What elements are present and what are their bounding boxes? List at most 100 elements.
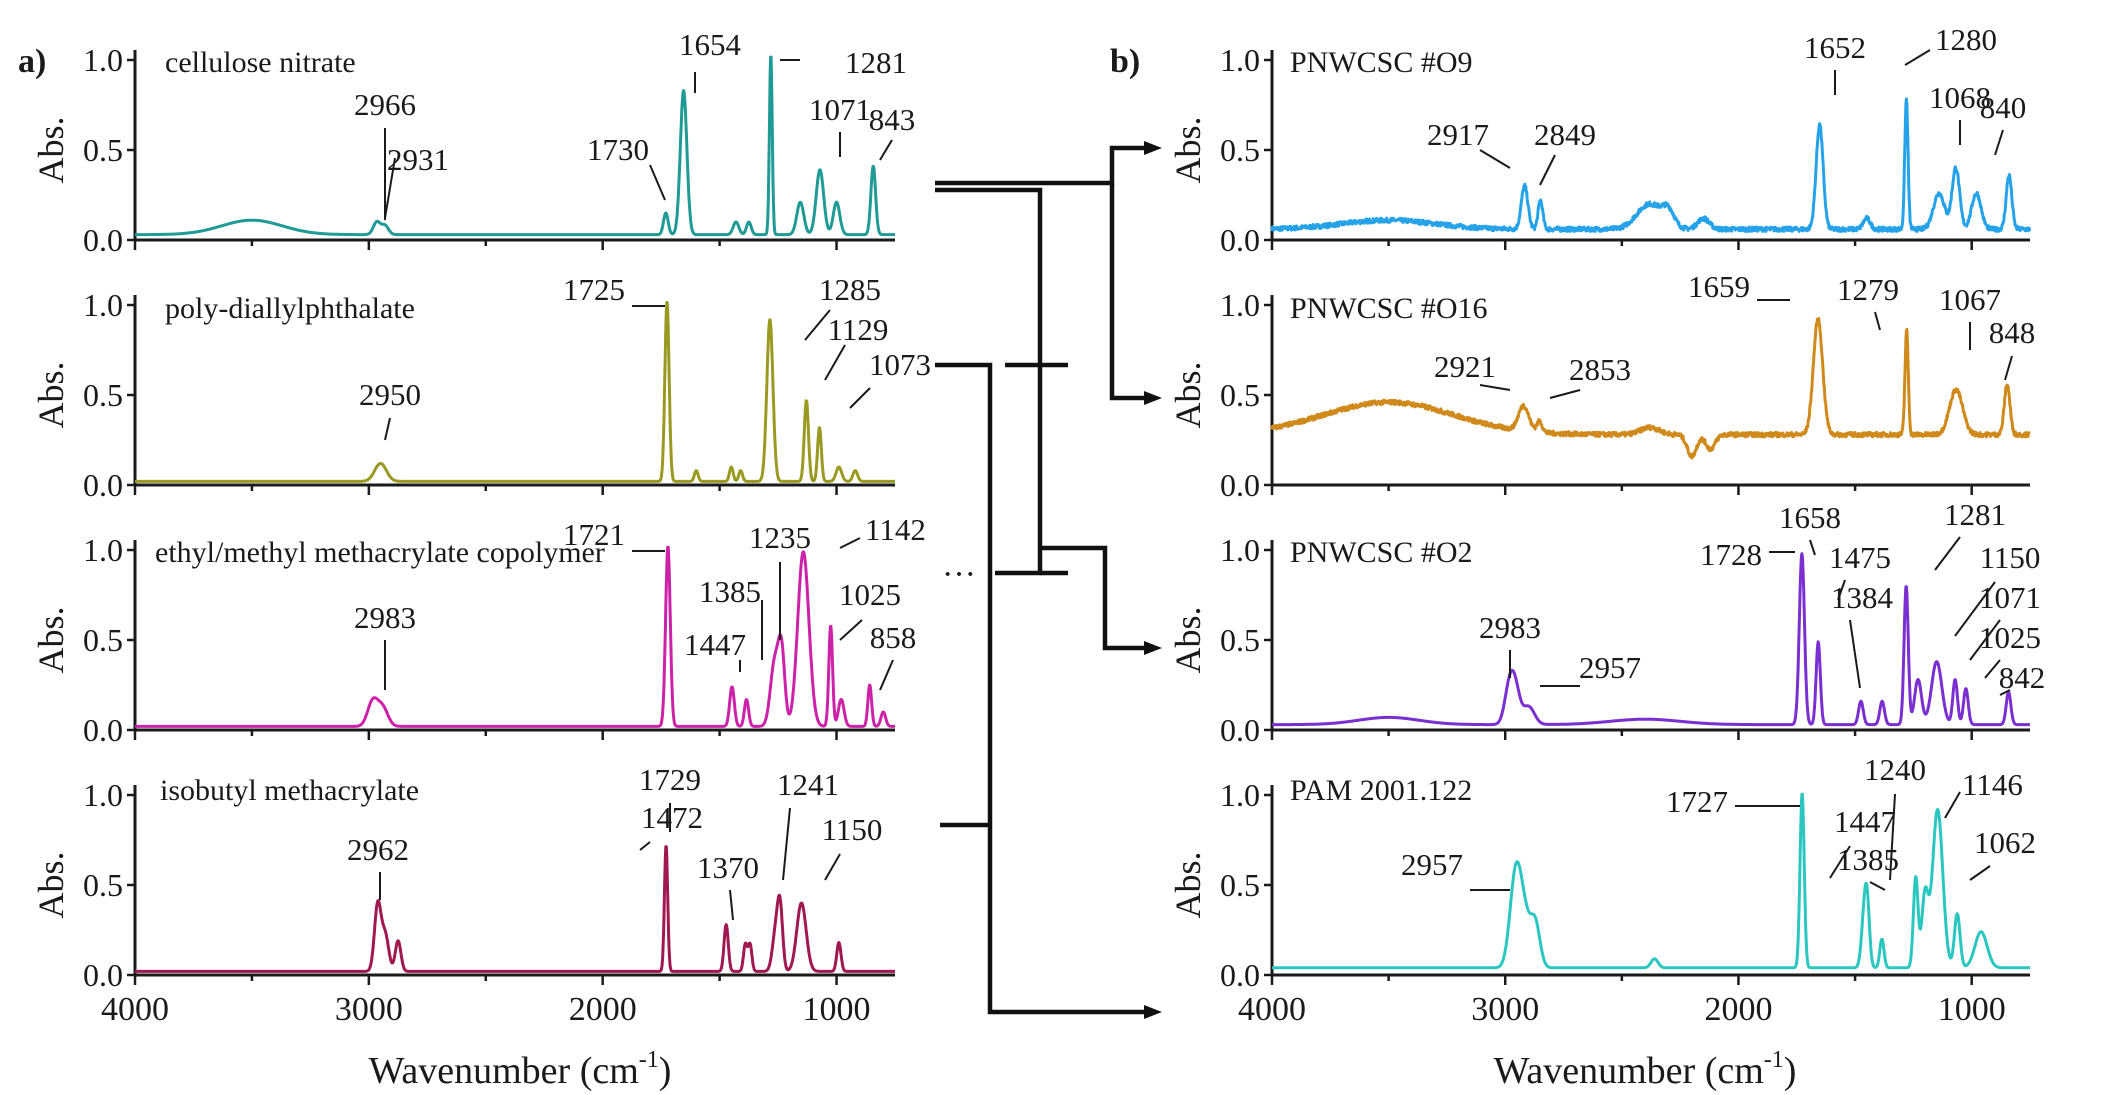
peak-label: 840 [1980,90,2027,125]
panel-label-a: a) [18,43,46,80]
peak-leader-line [824,344,846,381]
peak-label: 2917 [1427,117,1489,152]
peak-label: 2983 [1479,610,1541,645]
spectrum-line [134,55,896,237]
peak-label: 1025 [839,577,901,612]
peak-label: 1447 [684,627,746,662]
y-tick-label: 0.0 [1220,712,1260,748]
peak-label: 1654 [679,27,742,62]
y-tick-label: 0.5 [1220,622,1260,658]
peak-label: 1280 [1935,22,1997,57]
peak-label: 1729 [639,762,701,797]
peak-leader-line [879,659,894,691]
y-tick-label: 0.0 [1220,222,1260,258]
connector-line-1 [935,145,1148,186]
y-axis-title: Abs. [1168,116,1208,183]
peak-label: 2962 [347,832,409,867]
spectrum-line [1271,792,2031,970]
connector-arrowhead-3 [1144,1005,1162,1019]
peak-label: 2983 [354,600,416,635]
peak-leader-line [1829,845,1851,879]
peak-leader-line [384,157,396,219]
spectrum-line [134,545,896,728]
peak-leader-line [1837,579,1846,601]
peak-leader-line [839,537,861,549]
x-tick-label: 4000 [1238,991,1306,1028]
peak-label: 1658 [1779,500,1841,535]
spectrum-title: PNWCSC #O16 [1290,292,1488,325]
peak-label: 1727 [1666,784,1728,819]
peak-leader-line [824,853,841,881]
peak-leader-line [1539,154,1556,186]
peak-label: 1385 [1837,842,1899,877]
peak-label: 1384 [1831,580,1894,615]
connector-arrows [935,141,1162,1019]
peak-label: 2849 [1534,117,1596,152]
connector-line-8 [1040,545,1148,651]
peak-label: 2931 [387,142,449,177]
y-tick-label: 1.0 [83,287,123,323]
plots-layer: 0.0 0.5 1.0 Abs. cellulose nitrate 2966 2931 17… [31,22,2045,1028]
peak-label: 848 [1989,315,2036,350]
peak-label: 1385 [699,574,761,609]
spectrum-title: PAM 2001.122 [1290,774,1472,807]
connector-line-2 [935,187,1043,576]
spectrum-title: ethyl/methyl methacrylate copolymer [155,536,605,569]
peak-label: 1281 [845,45,907,80]
connector-line-3 [935,362,1146,1015]
spectrum-title: isobutyl methacrylate [160,774,419,807]
peak-label: 858 [870,620,917,655]
peak-label: 2957 [1579,650,1641,685]
peak-leader-line [782,807,791,881]
peak-leader-line [1479,149,1511,169]
y-tick-label: 1.0 [83,777,123,813]
y-axis-title: Abs. [1168,361,1208,428]
spectrum-line [134,301,896,483]
peak-label: 1150 [822,812,883,847]
peak-label: 2921 [1434,349,1496,384]
y-tick-label: 0.0 [1220,467,1260,503]
peak-label: 1241 [777,767,839,802]
connector-arrowhead-7 [1144,391,1162,405]
y-tick-label: 0.5 [1220,867,1260,903]
spectrum-chart-1: 0.0 0.5 1.0 Abs. cellulose nitrate 2966 2931 17… [31,27,915,258]
peak-label: 2853 [1569,352,1631,387]
peak-label: 1447 [1834,804,1896,839]
peak-leader-line [804,309,831,341]
peak-leader-line [1969,619,2001,661]
x-axis-title-b: Wavenumber (cm-1) [1494,1047,1797,1092]
peak-label: 1025 [1979,620,2041,655]
y-axis-title: Abs. [31,116,71,183]
spectrum-chart-8: 0.0 0.5 1.0 4000 3000 2000 1000 Abs. PAM 2001.12… [1168,752,2036,1028]
y-tick-label: 0.5 [83,377,123,413]
x-tick-label: 3000 [1471,991,1539,1028]
y-tick-label: 0.0 [83,957,123,993]
peak-label: 2957 [1401,847,1463,882]
peak-label: 1472 [641,800,703,835]
y-axis-title: Abs. [31,851,71,918]
spectrum-title: cellulose nitrate [165,46,356,79]
peak-label: 1067 [1939,282,2001,317]
peak-leader-line [1969,865,1991,881]
peak-leader-line [1984,659,2001,679]
peak-label: 1142 [865,512,926,547]
x-tick-label: 2000 [569,991,637,1028]
peak-label: 1725 [563,272,625,307]
peak-leader-line [1889,793,1896,881]
peak-label: 1730 [587,132,649,167]
peak-label: 1071 [809,92,871,127]
x-tick-label: 1000 [1938,991,2006,1028]
peak-leader-line [1999,689,2011,696]
y-tick-label: 1.0 [1220,287,1260,323]
peak-leader-line [1934,536,1961,571]
x-axis-title-a: Wavenumber (cm-1) [369,1047,672,1092]
peak-label: 1281 [1944,497,2006,532]
peak-leader-line [1809,539,1816,556]
peak-label: 1285 [819,272,881,307]
y-tick-label: 0.0 [83,222,123,258]
peak-label: 1129 [828,312,889,347]
spectrum-chart-3: 0.0 0.5 1.0 Abs. ethyl/methyl methacrylate c… [31,512,926,748]
peak-leader-line [384,417,391,441]
y-axis-title: Abs. [1168,606,1208,673]
